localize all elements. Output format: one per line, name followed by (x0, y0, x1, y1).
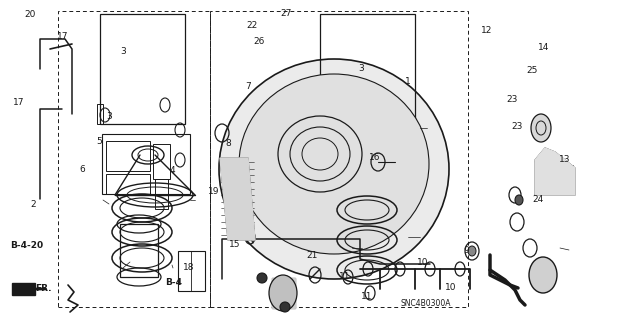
Text: 25: 25 (527, 66, 538, 75)
Text: B-4: B-4 (166, 278, 182, 287)
Text: 3: 3 (120, 47, 125, 56)
Text: 9: 9 (463, 246, 468, 255)
Text: 27: 27 (280, 9, 292, 18)
Text: 20: 20 (24, 10, 36, 19)
Text: 2: 2 (31, 200, 36, 209)
Ellipse shape (531, 114, 551, 142)
Text: 12: 12 (481, 26, 492, 35)
Bar (106, 141, 150, 171)
Text: 26: 26 (253, 37, 265, 46)
Text: 19: 19 (208, 187, 220, 196)
Text: 22: 22 (246, 21, 257, 30)
Text: 17: 17 (13, 98, 25, 107)
Text: 1: 1 (406, 77, 411, 86)
Text: 15: 15 (229, 240, 241, 249)
Text: 4: 4 (170, 166, 175, 175)
Text: B-4-20: B-4-20 (10, 241, 44, 250)
Bar (120, 224, 158, 277)
Polygon shape (535, 148, 575, 195)
Text: 17: 17 (57, 32, 68, 41)
Ellipse shape (269, 275, 297, 311)
Text: 10: 10 (417, 258, 428, 267)
Polygon shape (220, 158, 255, 240)
Text: FR.: FR. (35, 284, 51, 293)
Text: 13: 13 (559, 155, 570, 164)
Text: 7: 7 (246, 82, 251, 91)
Polygon shape (12, 283, 35, 295)
Bar (97, 104, 103, 124)
Ellipse shape (515, 195, 523, 205)
Text: 24: 24 (532, 195, 543, 204)
Polygon shape (272, 278, 295, 308)
Bar (210, 11, 468, 307)
Ellipse shape (257, 273, 267, 283)
Text: 3: 3 (359, 64, 364, 73)
Ellipse shape (280, 302, 290, 312)
Bar (102, 134, 190, 194)
Ellipse shape (468, 246, 476, 256)
Text: 11: 11 (361, 292, 372, 300)
Text: SNC4B0300A: SNC4B0300A (401, 299, 451, 308)
Ellipse shape (219, 59, 449, 279)
Text: 11: 11 (339, 272, 350, 281)
Text: 23: 23 (511, 122, 523, 131)
Text: 8: 8 (225, 139, 230, 148)
Bar (106, 174, 150, 194)
Text: 6: 6 (79, 165, 84, 174)
Bar (100, 14, 185, 124)
Bar (178, 251, 205, 291)
Text: 14: 14 (538, 43, 550, 52)
Text: 10: 10 (445, 283, 457, 292)
Text: 16: 16 (369, 153, 380, 162)
Ellipse shape (529, 257, 557, 293)
Bar (58, 11, 210, 307)
Text: 5: 5 (97, 137, 102, 146)
Text: 23: 23 (506, 95, 518, 104)
Bar (153, 144, 170, 179)
Text: 18: 18 (183, 263, 195, 271)
Bar (155, 179, 168, 209)
Ellipse shape (239, 74, 429, 254)
Bar (320, 14, 415, 144)
Text: 21: 21 (307, 251, 318, 260)
Text: 3: 3 (106, 112, 111, 121)
